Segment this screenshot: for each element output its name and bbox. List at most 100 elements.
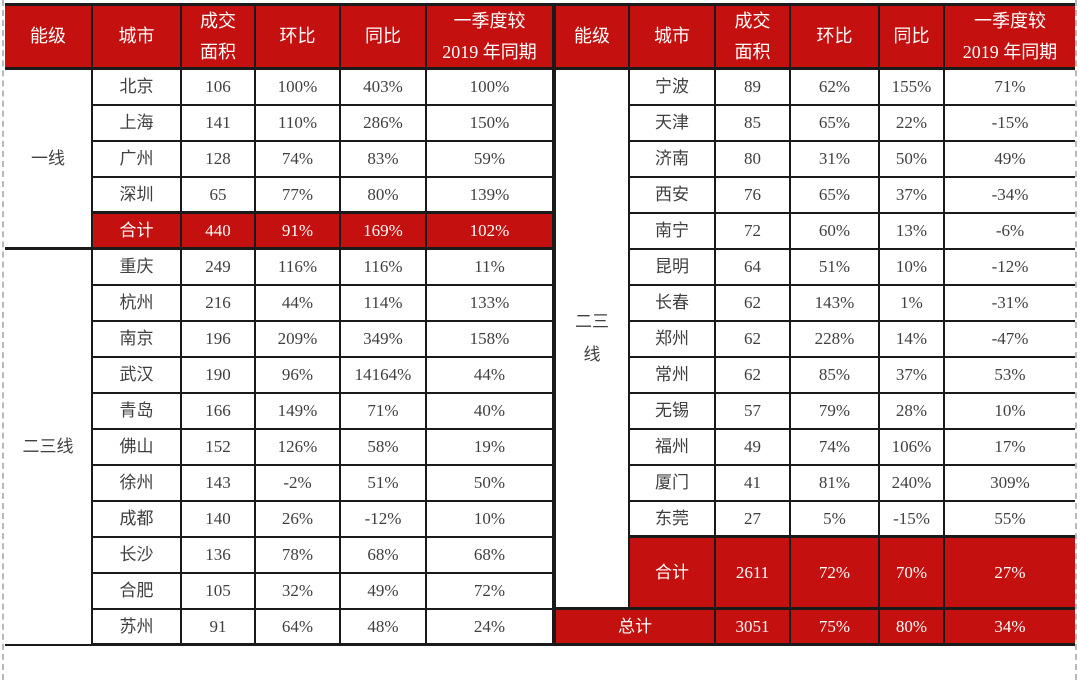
cell-total-yoy: 169%: [339, 211, 427, 250]
col-header-tier: 能级: [554, 2, 630, 71]
cell-yoy: 240%: [878, 463, 945, 502]
cell-yoy: 13%: [878, 211, 945, 250]
table-row: 合肥 105 32% 49% 72%: [5, 571, 554, 610]
cell-yoy: 80%: [339, 175, 427, 214]
cell-yoy: -15%: [878, 499, 945, 538]
table-row: 郑州 62 228% 14% -47%: [555, 319, 1075, 358]
cell-area: 91: [180, 607, 256, 647]
cell-yoy: 28%: [878, 391, 945, 430]
cell-city: 南京: [91, 319, 182, 358]
col-header-mom: 环比: [789, 2, 880, 71]
table-row: 徐州 143 -2% 51% 50%: [5, 463, 554, 502]
table-row: 常州 62 85% 37% 53%: [555, 355, 1075, 394]
cell-mom: 60%: [789, 211, 880, 250]
cell-area: 65: [180, 175, 256, 214]
cell-yoy: 14%: [878, 319, 945, 358]
cell-mom: 31%: [789, 139, 880, 178]
cell-mom: 5%: [789, 499, 880, 538]
cell-mom: 81%: [789, 463, 880, 502]
cell-vs2019: -15%: [943, 103, 1075, 142]
cell-vs2019: -34%: [943, 175, 1075, 214]
cell-total-label: 总计: [554, 607, 716, 647]
cell-vs2019: 68%: [425, 535, 554, 574]
cell-yoy: 106%: [878, 427, 945, 466]
col-header-vs2019: 一季度较 2019 年同期: [425, 2, 554, 71]
cell-vs2019: 59%: [425, 139, 554, 178]
cell-area: 62: [714, 355, 791, 394]
table-row: 济南 80 31% 50% 49%: [555, 139, 1075, 178]
table-row: 无锡 57 79% 28% 10%: [555, 391, 1075, 430]
col-header-area: 成交 面积: [180, 2, 256, 71]
cell-vs2019: 50%: [425, 463, 554, 502]
cell-vs2019: 139%: [425, 175, 554, 214]
cell-city: 青岛: [91, 391, 182, 430]
table-row: 上海 141 110% 286% 150%: [5, 103, 554, 142]
cell-yoy: 83%: [339, 139, 427, 178]
cell-city: 苏州: [91, 607, 182, 647]
cell-mom: 116%: [254, 247, 341, 286]
col-header-tier: 能级: [5, 2, 93, 71]
cell-city: 重庆: [91, 247, 182, 286]
table-row: 深圳 65 77% 80% 139%: [5, 175, 554, 214]
cell-city: 佛山: [91, 427, 182, 466]
tables-container: 能级 城市 成交 面积 环比 同比 一季度较 2019 年同期 一线 北京 106 100…: [5, 2, 1075, 647]
col-header-mom: 环比: [254, 2, 341, 71]
cell-total-mom: 72%: [789, 535, 880, 610]
cell-city: 常州: [628, 355, 716, 394]
cell-vs2019: 17%: [943, 427, 1075, 466]
cell-vs2019: 40%: [425, 391, 554, 430]
cell-vs2019: -47%: [943, 319, 1075, 358]
cell-area: 141: [180, 103, 256, 142]
cell-city: 广州: [91, 139, 182, 178]
cell-mom: -2%: [254, 463, 341, 502]
table-row: 二三线 重庆 249 116% 116% 11%: [5, 247, 554, 646]
cell-vs2019: -6%: [943, 211, 1075, 250]
cell-area: 64: [714, 247, 791, 286]
table-row: 一线 北京 106 100% 403% 100%: [5, 67, 554, 250]
cell-city: 杭州: [91, 283, 182, 322]
cell-area: 152: [180, 427, 256, 466]
cell-total-yoy: 80%: [878, 607, 945, 647]
table-row: 福州 49 74% 106% 17%: [555, 427, 1075, 466]
cell-area: 190: [180, 355, 256, 394]
table-row: 佛山 152 126% 58% 19%: [5, 427, 554, 466]
header-row: 能级 城市 成交 面积 环比 同比 一季度较 2019 年同期: [5, 2, 554, 71]
cell-mom: 74%: [789, 427, 880, 466]
cell-mom: 64%: [254, 607, 341, 647]
cell-vs2019: 309%: [943, 463, 1075, 502]
cell-city: 北京: [91, 67, 182, 106]
cell-total-mom: 75%: [789, 607, 880, 647]
cell-area: 89: [714, 67, 791, 106]
cell-area: 62: [714, 319, 791, 358]
cell-yoy: -12%: [339, 499, 427, 538]
cell-total-area: 2611: [714, 535, 791, 610]
cell-mom: 100%: [254, 67, 341, 106]
cell-vs2019: 44%: [425, 355, 554, 394]
col-header-yoy: 同比: [339, 2, 427, 71]
cell-city: 西安: [628, 175, 716, 214]
cell-vs2019: 100%: [425, 67, 554, 106]
cell-mom: 74%: [254, 139, 341, 178]
table-row: 杭州 216 44% 114% 133%: [5, 283, 554, 322]
cell-area: 196: [180, 319, 256, 358]
cell-yoy: 50%: [878, 139, 945, 178]
cell-city: 长春: [628, 283, 716, 322]
cell-area: 41: [714, 463, 791, 502]
cell-yoy: 10%: [878, 247, 945, 286]
cell-mom: 149%: [254, 391, 341, 430]
cell-yoy: 22%: [878, 103, 945, 142]
cell-mom: 78%: [254, 535, 341, 574]
cell-yoy: 155%: [878, 67, 945, 106]
cell-total-vs2019: 27%: [943, 535, 1075, 610]
cell-mom: 110%: [254, 103, 341, 142]
left-half-table: 能级 城市 成交 面积 环比 同比 一季度较 2019 年同期 一线 北京 106 100…: [5, 2, 554, 647]
col-header-city: 城市: [628, 2, 716, 71]
cell-mom: 44%: [254, 283, 341, 322]
cell-yoy: 14164%: [339, 355, 427, 394]
cell-vs2019: 49%: [943, 139, 1075, 178]
table-row: 广州 128 74% 83% 59%: [5, 139, 554, 178]
cell-city: 合肥: [91, 571, 182, 610]
cell-vs2019: 24%: [425, 607, 554, 647]
tier-label-vertical: 二三线: [575, 312, 609, 364]
cell-total-vs2019: 34%: [943, 607, 1075, 647]
